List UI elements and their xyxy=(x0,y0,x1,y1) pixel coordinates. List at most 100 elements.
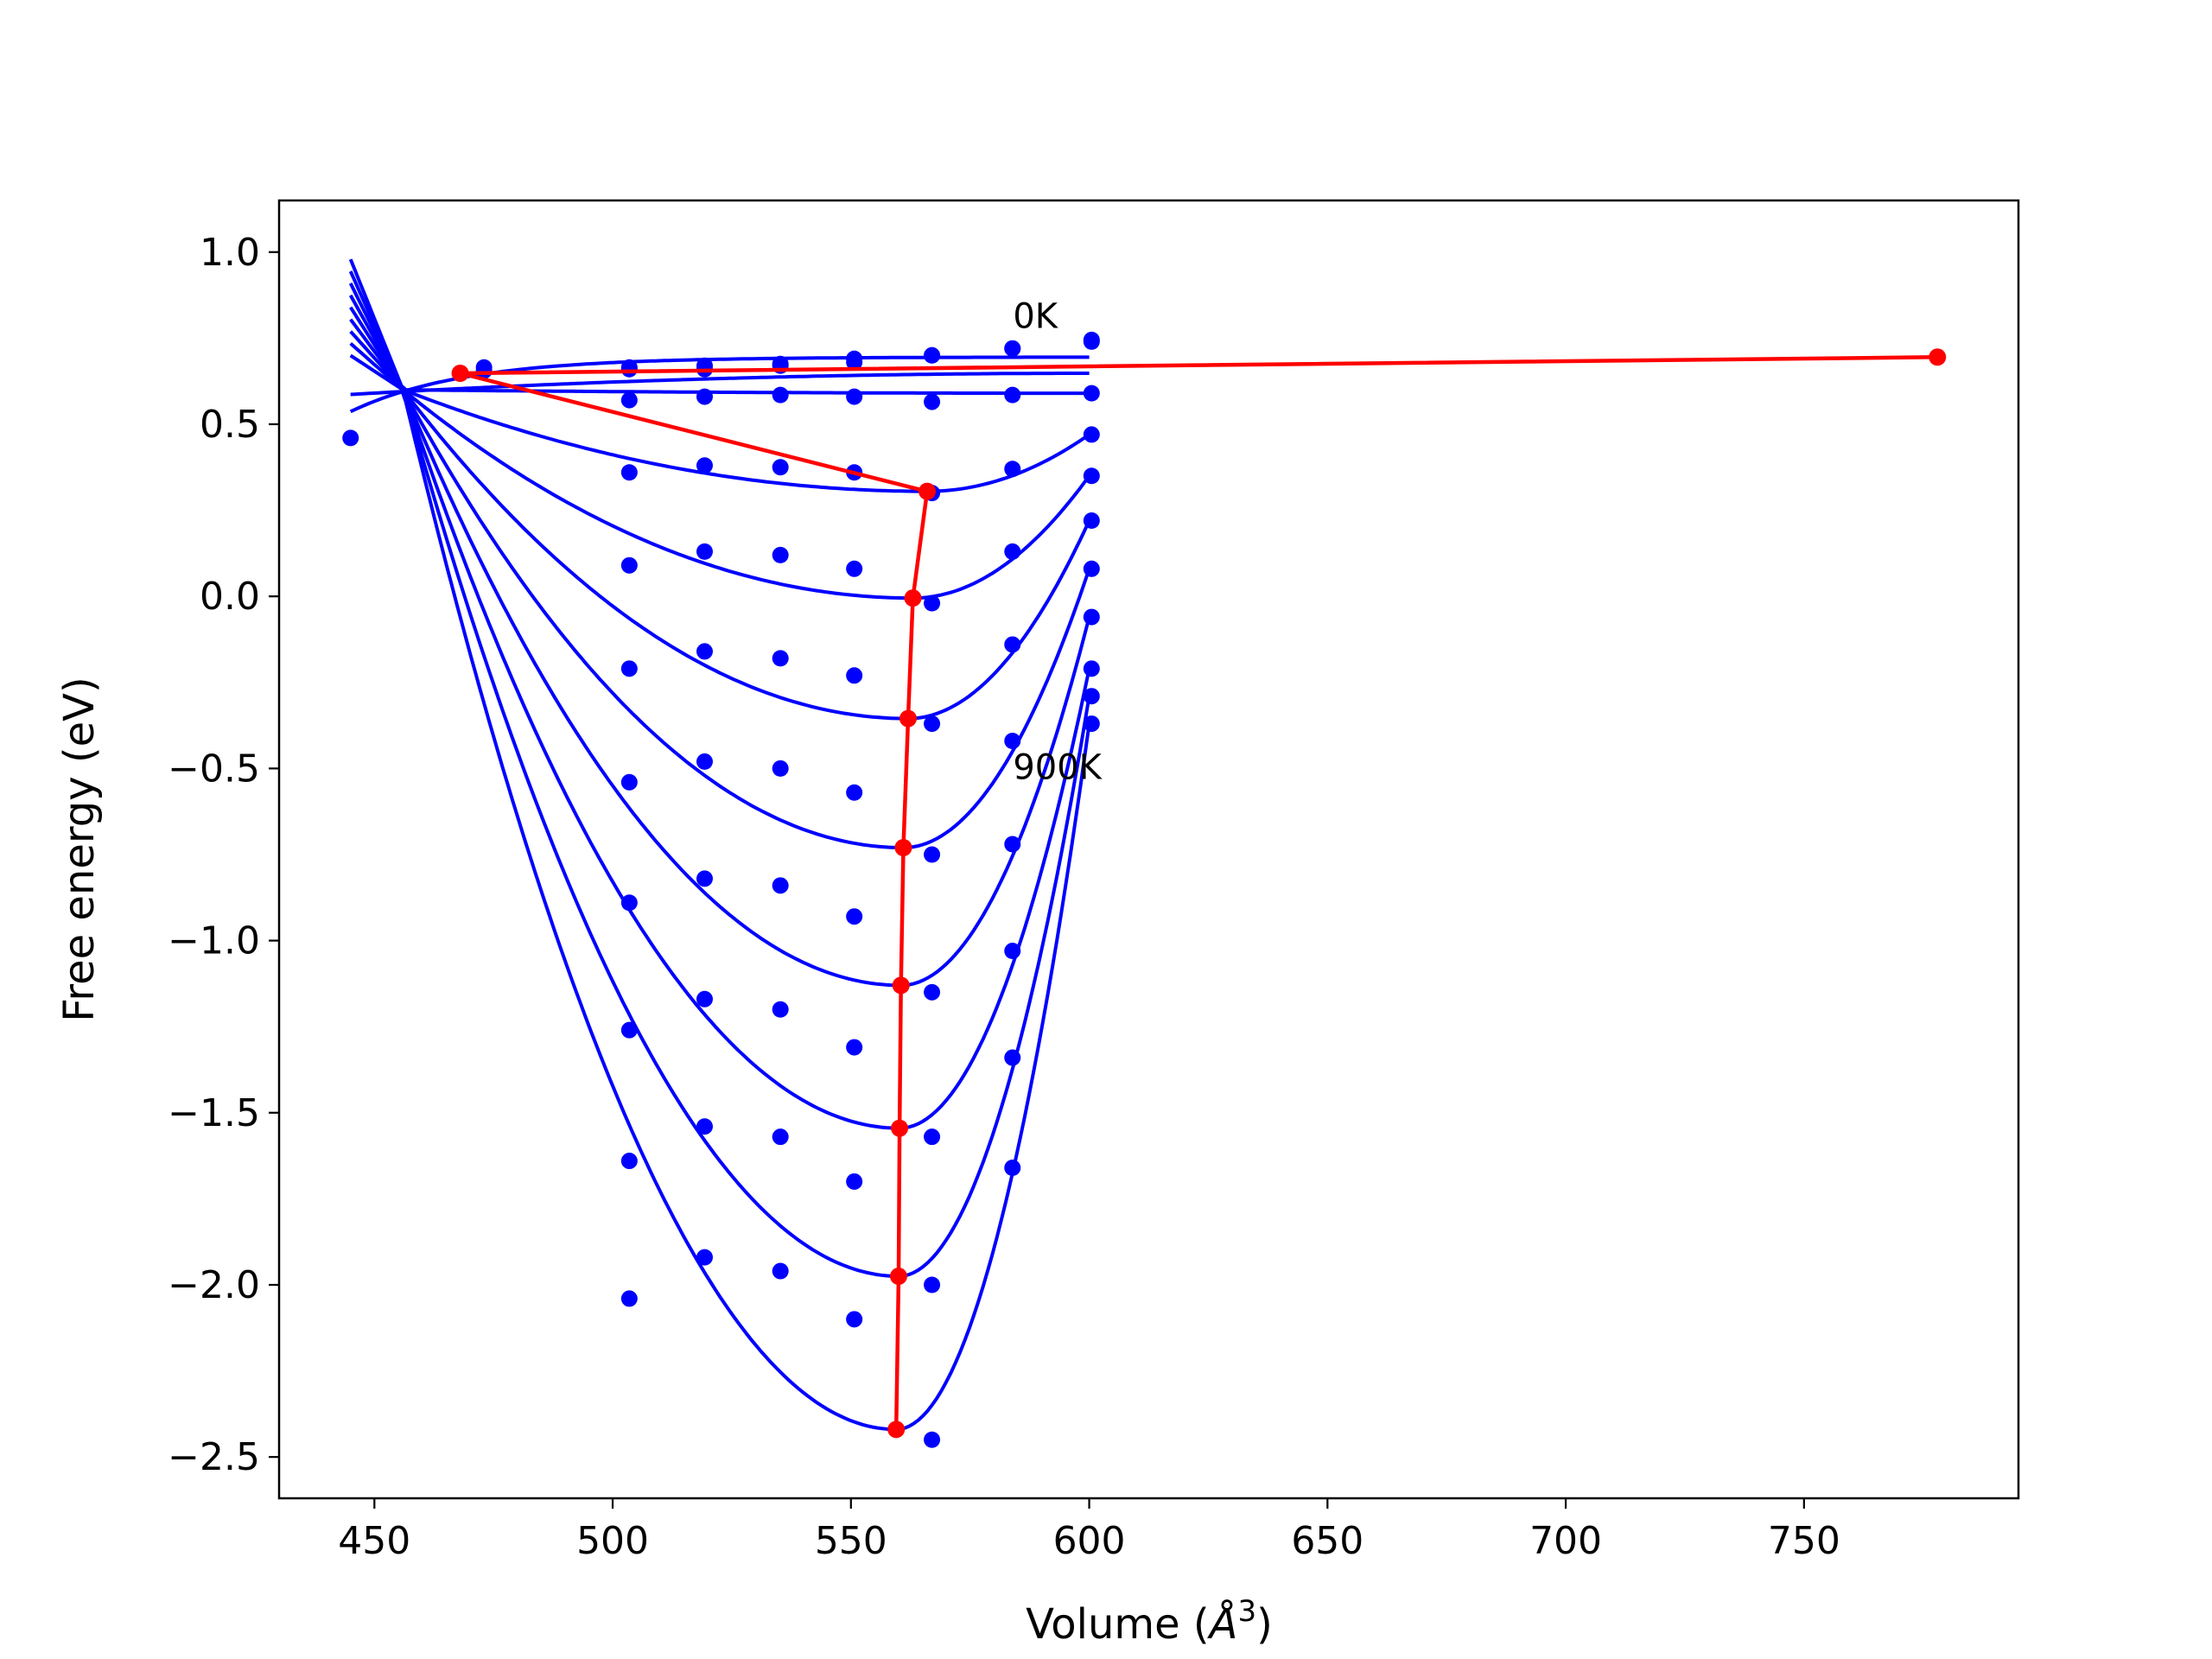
sample-point-800K xyxy=(924,1128,941,1146)
fit-curve-200K xyxy=(348,258,1085,396)
axes-frame xyxy=(277,199,2020,1500)
x-axis-ticks: 450 500 550 600 650 700 750 xyxy=(338,1498,1840,1563)
x-tick-label: 550 xyxy=(815,1519,887,1563)
sample-point-500K xyxy=(696,643,713,660)
sample-point-400K xyxy=(1083,467,1100,485)
sample-point-200K xyxy=(620,391,638,409)
sample-point-600K xyxy=(620,773,638,791)
axes: 450 500 550 600 650 700 750 1.0 0.5 0.0 −0.5 −1.0 −… xyxy=(55,199,2020,1649)
y-axis-ticks: 1.0 0.5 0.0 −0.5 −1.0 −1.5 −2.0 −2.5 xyxy=(168,231,279,1479)
x-tick-label: 600 xyxy=(1053,1519,1126,1563)
fit-curve-850K xyxy=(349,341,1091,1278)
sample-point-900K xyxy=(620,1290,638,1307)
minimum-point xyxy=(887,1421,906,1439)
fit-curve-100K xyxy=(350,372,1090,397)
sample-point-400K xyxy=(846,560,863,577)
sample-point-400K xyxy=(696,543,713,560)
y-tick-label: 0.0 xyxy=(200,575,260,619)
minimum-point xyxy=(904,589,922,607)
sample-point-300K xyxy=(620,464,638,481)
sample-point-600K xyxy=(1004,733,1021,750)
minimum-point xyxy=(1929,348,1947,366)
y-tick-label: 1.0 xyxy=(200,231,260,275)
sample-point-300K xyxy=(1004,461,1021,478)
minimum-point xyxy=(918,482,937,500)
sample-point-850K xyxy=(1083,688,1100,705)
x-tick-label: 700 xyxy=(1529,1519,1602,1563)
minimum-point xyxy=(894,839,912,857)
sample-point-700K xyxy=(924,983,941,1001)
sample-point-700K xyxy=(772,877,789,894)
sample-point-700K xyxy=(696,870,713,887)
sample-point-900K xyxy=(924,1431,941,1448)
sample-point-600K xyxy=(696,753,713,770)
fit-curve-700K xyxy=(349,318,1091,988)
sample-point-500K xyxy=(620,660,638,677)
sample-point-800K xyxy=(846,1039,863,1056)
fit-curve-300K xyxy=(348,270,1090,493)
plot-area xyxy=(342,258,1947,1448)
x-tick-label: 450 xyxy=(338,1519,410,1563)
sample-point-200K xyxy=(924,393,941,410)
minimum-point xyxy=(892,976,910,995)
sample-point-400K xyxy=(620,556,638,574)
sample-point-500K xyxy=(846,667,863,684)
sample-point-500K xyxy=(1004,636,1021,653)
x-tick-label: 750 xyxy=(1768,1519,1840,1563)
sample-point-900K xyxy=(696,1249,713,1266)
y-tick-label: −2.5 xyxy=(168,1435,260,1479)
sample-point-850K xyxy=(696,1118,713,1135)
x-tick-label: 500 xyxy=(576,1519,649,1563)
sample-point-200K xyxy=(772,386,789,404)
sample-point-800K xyxy=(696,990,713,1007)
minimum-point xyxy=(891,1119,909,1137)
sample-point-850K xyxy=(772,1128,789,1146)
fit-curve-500K xyxy=(348,294,1091,721)
sample-point-100K xyxy=(342,429,359,447)
sample-point-300K xyxy=(1083,426,1100,443)
sample-point-100K xyxy=(1004,340,1021,357)
sample-point-900K xyxy=(772,1262,789,1280)
sample-point-300K xyxy=(772,459,789,476)
fit-curve-400K xyxy=(348,283,1091,601)
sample-point-200K xyxy=(1083,385,1100,402)
sample-point-400K xyxy=(924,594,941,612)
sample-point-900K xyxy=(1004,1160,1021,1177)
sample-point-100K xyxy=(846,353,863,371)
sample-point-600K xyxy=(772,760,789,777)
fit-curve-800K xyxy=(349,330,1091,1130)
sample-point-800K xyxy=(1083,660,1100,677)
sample-point-700K xyxy=(1083,608,1100,626)
sample-point-300K xyxy=(696,457,713,474)
minima-path xyxy=(460,355,1938,1430)
sample-point-800K xyxy=(1004,943,1021,960)
sample-point-100K xyxy=(924,346,941,364)
y-tick-label: −2.0 xyxy=(168,1263,260,1307)
fit-curve-600K xyxy=(349,306,1091,849)
sample-point-200K xyxy=(846,388,863,405)
fit-curve-900K xyxy=(349,353,1091,1432)
x-tick-label: 650 xyxy=(1291,1519,1363,1563)
sample-point-200K xyxy=(696,388,713,405)
y-axis-label: Free energy (eV) xyxy=(55,677,104,1021)
x-axis-label: Volume (Å3) xyxy=(1026,1594,1273,1649)
y-tick-label: 0.5 xyxy=(200,403,260,447)
sample-point-850K xyxy=(846,1173,863,1190)
y-tick-label: −1.5 xyxy=(168,1091,260,1135)
sample-point-800K xyxy=(620,1021,638,1039)
sample-point-400K xyxy=(772,546,789,563)
annotation-label: 900K xyxy=(1013,747,1103,787)
sample-point-900K xyxy=(846,1311,863,1328)
sample-point-700K xyxy=(1004,836,1021,853)
minimum-point xyxy=(899,709,917,728)
sample-point-700K xyxy=(846,908,863,925)
y-tick-label: −0.5 xyxy=(168,747,260,791)
sample-point-700K xyxy=(620,894,638,912)
sample-point-600K xyxy=(924,846,941,863)
sample-point-850K xyxy=(620,1153,638,1170)
sample-point-500K xyxy=(924,715,941,733)
sample-point-400K xyxy=(1004,543,1021,560)
sample-point-850K xyxy=(1004,1049,1021,1066)
